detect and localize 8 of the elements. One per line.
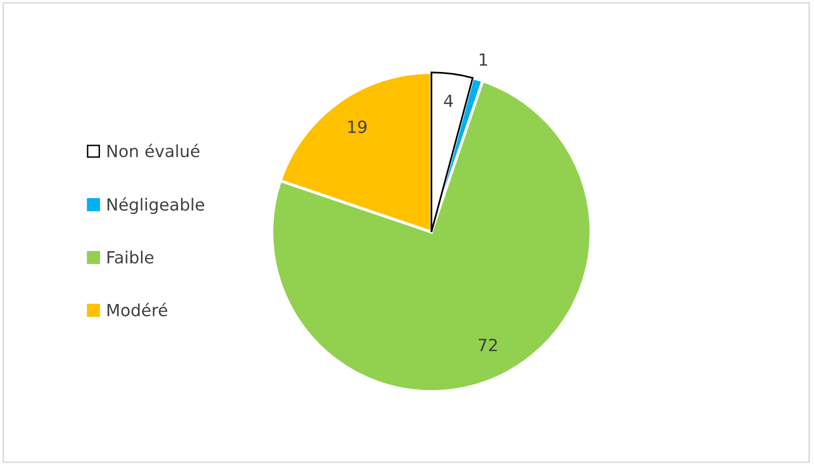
data-label: 1 — [480, 53, 488, 66]
legend-label: Modéré — [108, 302, 168, 316]
legend-label: Non évalué — [108, 144, 200, 158]
legend-label: Négligeable — [108, 197, 204, 214]
legend-label: Faible — [108, 250, 154, 264]
data-label: 72 — [478, 338, 497, 352]
data-label: 4 — [444, 94, 453, 107]
data-label: 19 — [348, 120, 367, 134]
